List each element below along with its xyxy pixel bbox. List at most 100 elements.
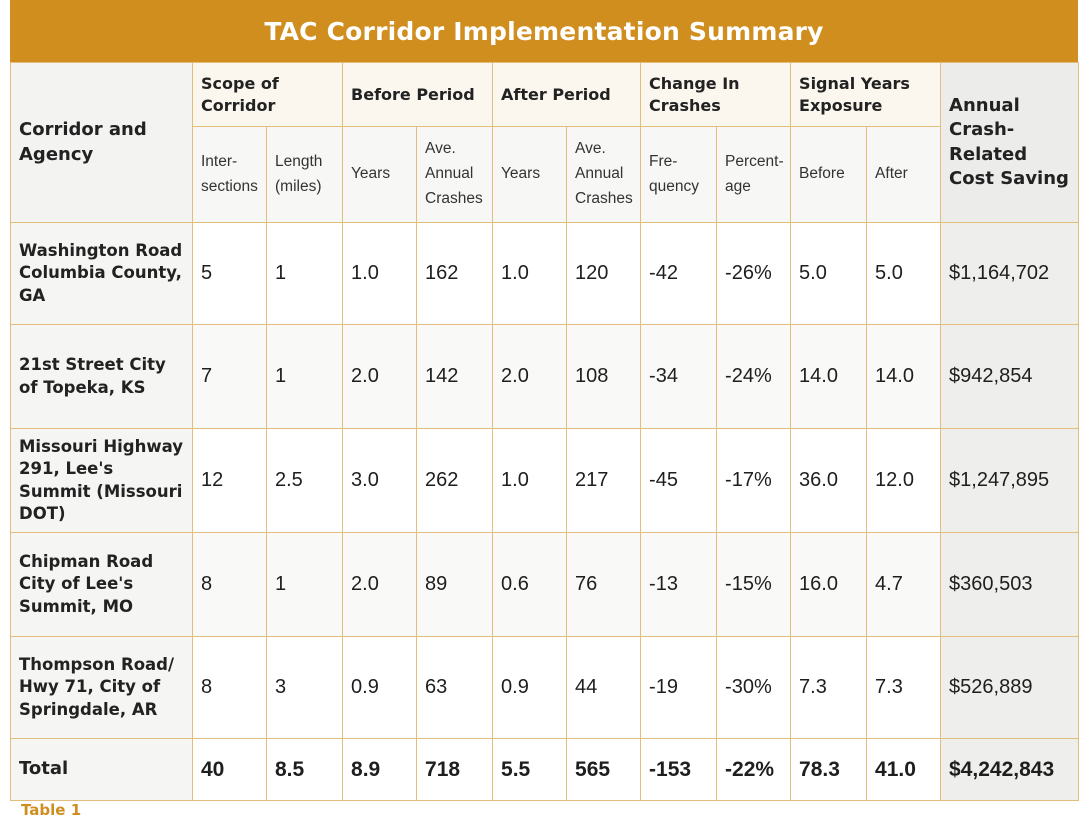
before-years-cell: 2.0 bbox=[342, 532, 418, 637]
table-row: Chipman Road City of Lee's Summit, MO 8 1 2… bbox=[10, 532, 1080, 637]
percentage-cell: -26% bbox=[716, 222, 792, 325]
signal-before-cell: 14.0 bbox=[790, 324, 868, 429]
before-years-cell: 8.9 bbox=[342, 738, 418, 801]
subheader-frequency: Fre-quency bbox=[640, 126, 718, 223]
subheader-signal-after: After bbox=[866, 126, 942, 223]
header-group-row: Corridor and Agency Scope of Corridor Be… bbox=[10, 62, 1080, 223]
corridor-name-cell: Total bbox=[10, 738, 193, 801]
header-corridor: Corridor and Agency bbox=[10, 62, 193, 223]
cost-saving-cell: $4,242,843 bbox=[940, 738, 1080, 801]
subheader-before-years: Years bbox=[342, 126, 418, 223]
intersections-cell: 7 bbox=[192, 324, 267, 429]
header-before-period: Before Period bbox=[342, 62, 494, 127]
length-cell: 1 bbox=[265, 222, 344, 325]
percentage-cell: -22% bbox=[716, 738, 792, 801]
table-row: Thompson Road/ Hwy 71, City of Springdal… bbox=[10, 636, 1080, 739]
after-years-cell: 0.9 bbox=[492, 636, 568, 739]
subheader-after-years: Years bbox=[492, 126, 568, 223]
percentage-cell: -15% bbox=[716, 532, 792, 637]
percentage-cell: -30% bbox=[716, 636, 792, 739]
after-years-cell: 0.6 bbox=[492, 532, 568, 637]
length-cell: 8.5 bbox=[265, 738, 344, 801]
signal-after-cell: 7.3 bbox=[866, 636, 942, 739]
table-row: 21st Street City of Topeka, KS 7 1 2.0 142 2.… bbox=[10, 324, 1080, 429]
before-crashes-cell: 89 bbox=[416, 532, 494, 637]
corridor-name-cell: Missouri Highway 291, Lee's Summit (Miss… bbox=[10, 428, 193, 533]
header-scope: Scope of Corridor bbox=[191, 62, 344, 127]
intersections-cell: 40 bbox=[192, 738, 267, 801]
signal-before-cell: 78.3 bbox=[790, 738, 868, 801]
header-sub-row: Inter-sections Length (miles) Years Ave.… bbox=[11, 126, 1079, 223]
corridor-name-cell: 21st Street City of Topeka, KS bbox=[10, 324, 193, 429]
corridor-summary-table: Corridor and Agency Scope of Corridor Be… bbox=[10, 62, 1080, 801]
after-crashes-cell: 108 bbox=[566, 324, 642, 429]
before-crashes-cell: 262 bbox=[416, 428, 494, 533]
length-cell: 1 bbox=[265, 324, 344, 429]
after-crashes-cell: 120 bbox=[566, 222, 642, 325]
cost-saving-cell: $360,503 bbox=[940, 532, 1080, 637]
header-cost-saving: Annual Crash-Related Cost Saving bbox=[940, 62, 1080, 223]
table-caption: Table 1 bbox=[21, 801, 82, 819]
signal-before-cell: 7.3 bbox=[790, 636, 868, 739]
before-crashes-cell: 63 bbox=[416, 636, 494, 739]
signal-after-cell: 5.0 bbox=[866, 222, 942, 325]
length-cell: 1 bbox=[265, 532, 344, 637]
table-row: Washington Road Columbia County, GA 5 1 1.0… bbox=[10, 222, 1080, 325]
frequency-cell: -19 bbox=[640, 636, 718, 739]
frequency-cell: -42 bbox=[640, 222, 718, 325]
before-years-cell: 3.0 bbox=[342, 428, 418, 533]
signal-after-cell: 12.0 bbox=[866, 428, 942, 533]
after-years-cell: 1.0 bbox=[492, 428, 568, 533]
table-title: TAC Corridor Implementation Summary bbox=[10, 0, 1078, 62]
cost-saving-cell: $526,889 bbox=[940, 636, 1080, 739]
intersections-cell: 8 bbox=[192, 532, 267, 637]
subheader-before-crashes: Ave. Annual Crashes bbox=[416, 126, 494, 223]
subheader-percentage: Percent-age bbox=[716, 126, 792, 223]
header-after-period: After Period bbox=[492, 62, 642, 127]
cost-saving-cell: $942,854 bbox=[940, 324, 1080, 429]
after-crashes-cell: 565 bbox=[566, 738, 642, 801]
before-years-cell: 0.9 bbox=[342, 636, 418, 739]
signal-after-cell: 41.0 bbox=[866, 738, 942, 801]
intersections-cell: 12 bbox=[192, 428, 267, 533]
signal-after-cell: 14.0 bbox=[866, 324, 942, 429]
signal-before-cell: 36.0 bbox=[790, 428, 868, 533]
subheader-signal-before: Before bbox=[790, 126, 868, 223]
after-crashes-cell: 217 bbox=[566, 428, 642, 533]
signal-before-cell: 5.0 bbox=[790, 222, 868, 325]
after-years-cell: 5.5 bbox=[492, 738, 568, 801]
after-crashes-cell: 76 bbox=[566, 532, 642, 637]
frequency-cell: -34 bbox=[640, 324, 718, 429]
table-row: Missouri Highway 291, Lee's Summit (Miss… bbox=[10, 428, 1080, 533]
signal-before-cell: 16.0 bbox=[790, 532, 868, 637]
cost-saving-cell: $1,164,702 bbox=[940, 222, 1080, 325]
percentage-cell: -17% bbox=[716, 428, 792, 533]
before-crashes-cell: 718 bbox=[416, 738, 494, 801]
before-crashes-cell: 162 bbox=[416, 222, 494, 325]
corridor-name-cell: Thompson Road/ Hwy 71, City of Springdal… bbox=[10, 636, 193, 739]
before-years-cell: 2.0 bbox=[342, 324, 418, 429]
subheader-intersections: Inter-sections bbox=[192, 126, 267, 223]
corridor-name-cell: Washington Road Columbia County, GA bbox=[10, 222, 193, 325]
length-cell: 2.5 bbox=[265, 428, 344, 533]
intersections-cell: 5 bbox=[192, 222, 267, 325]
before-years-cell: 1.0 bbox=[342, 222, 418, 325]
percentage-cell: -24% bbox=[716, 324, 792, 429]
total-row: Total 40 8.5 8.9 718 5.5 565 -153 -22% 78.3 41.0 $4… bbox=[10, 738, 1080, 801]
corridor-name-cell: Chipman Road City of Lee's Summit, MO bbox=[10, 532, 193, 637]
after-years-cell: 2.0 bbox=[492, 324, 568, 429]
cost-saving-cell: $1,247,895 bbox=[940, 428, 1080, 533]
intersections-cell: 8 bbox=[192, 636, 267, 739]
signal-after-cell: 4.7 bbox=[866, 532, 942, 637]
header-change-in-crashes: Change In Crashes bbox=[640, 62, 792, 127]
after-years-cell: 1.0 bbox=[492, 222, 568, 325]
length-cell: 3 bbox=[265, 636, 344, 739]
frequency-cell: -153 bbox=[640, 738, 718, 801]
subheader-after-crashes: Ave. Annual Crashes bbox=[566, 126, 642, 223]
frequency-cell: -45 bbox=[640, 428, 718, 533]
subheader-length: Length (miles) bbox=[265, 126, 344, 223]
after-crashes-cell: 44 bbox=[566, 636, 642, 739]
summary-table-frame: TAC Corridor Implementation Summary Corr… bbox=[10, 0, 1080, 819]
before-crashes-cell: 142 bbox=[416, 324, 494, 429]
header-signal-years: Signal Years Exposure bbox=[790, 62, 942, 127]
